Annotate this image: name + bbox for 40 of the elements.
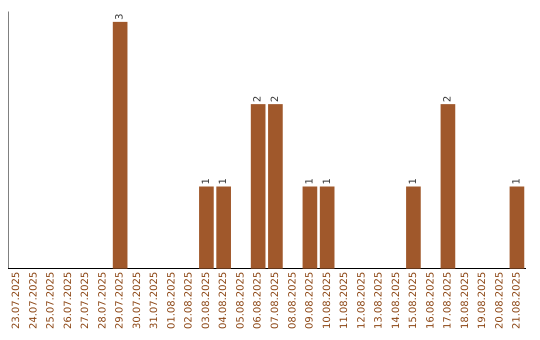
data-label: 3: [114, 14, 126, 20]
x-tick-label: 31.07.2025: [149, 272, 160, 330]
x-tick-label: 16.08.2025: [425, 272, 436, 330]
x-tick-label: 05.08.2025: [235, 272, 246, 330]
x-tick-label: 01.08.2025: [166, 272, 178, 330]
x-tick-label: 20.08.2025: [494, 272, 506, 330]
x-tick-label: 26.07.2025: [62, 272, 74, 330]
x-tick-label: 09.08.2025: [304, 272, 316, 330]
data-label: 1: [512, 178, 523, 184]
x-tick-label: 15.08.2025: [408, 272, 420, 330]
data-label: 1: [200, 178, 212, 184]
x-tick-label: 27.07.2025: [80, 272, 92, 330]
x-tick-label: 25.07.2025: [46, 272, 57, 330]
x-tick-label: 12.08.2025: [356, 272, 368, 330]
x-tick-label: 13.08.2025: [374, 272, 385, 330]
x-tick-label: 18.08.2025: [460, 272, 471, 330]
data-label: 2: [270, 96, 281, 102]
x-tick-label: 04.08.2025: [218, 272, 230, 330]
x-tick-label: 19.08.2025: [477, 272, 488, 330]
data-label: 2: [442, 96, 454, 102]
data-label: 2: [252, 96, 264, 102]
x-tick-label: 03.08.2025: [200, 272, 212, 330]
data-label: 1: [322, 178, 333, 184]
data-label: 1: [304, 178, 316, 184]
x-tick-label: 02.08.2025: [184, 272, 195, 330]
x-tick-label: 07.08.2025: [270, 272, 281, 330]
data-label: 1: [408, 178, 420, 184]
x-tick-label: 23.07.2025: [11, 272, 22, 330]
x-tick-label: 30.07.2025: [132, 272, 143, 330]
x-tick-label: 08.08.2025: [287, 272, 298, 330]
x-tick-label: 06.08.2025: [252, 272, 264, 330]
x-tick-label: 11.08.2025: [339, 272, 350, 330]
x-tick-label: 24.07.2025: [28, 272, 40, 330]
x-tick-label: 21.08.2025: [512, 272, 523, 330]
x-tick-label: 28.07.2025: [97, 272, 108, 330]
data-label: 1: [218, 178, 230, 184]
x-tick-label: 14.08.2025: [390, 272, 402, 330]
x-tick-label: 29.07.2025: [114, 272, 126, 330]
x-tick-label: 10.08.2025: [322, 272, 333, 330]
x-tick-label: 17.08.2025: [442, 272, 454, 330]
